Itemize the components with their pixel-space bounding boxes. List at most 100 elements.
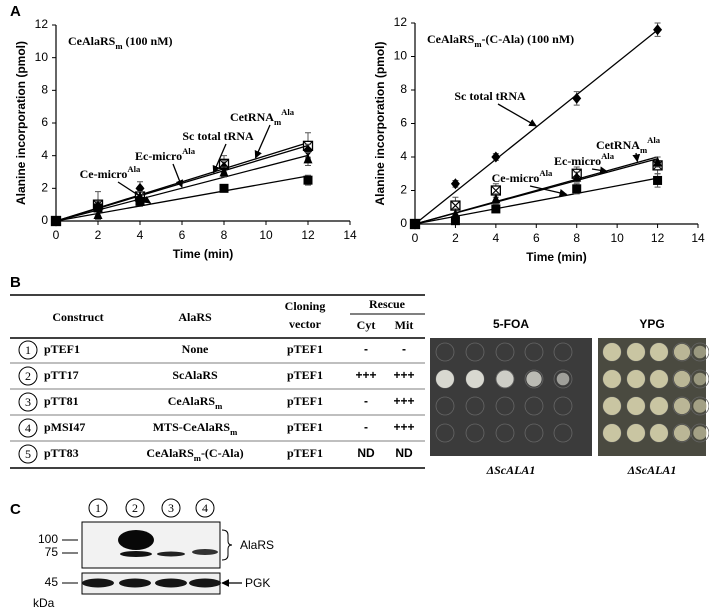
- size-marker: 45: [45, 575, 59, 589]
- series-label-part: Sc total tRNA: [182, 129, 254, 143]
- construct: pTEF1: [44, 342, 80, 356]
- colony-spot: [673, 370, 691, 388]
- label-arrow: [254, 124, 271, 159]
- row-number: 1: [25, 343, 31, 357]
- series-label: Ce-microAla: [80, 164, 141, 181]
- y-tick-label: 4: [41, 148, 48, 162]
- colony-spot: [603, 370, 621, 388]
- alars-part: -(C-Ala): [201, 446, 244, 460]
- colony-spot: [556, 372, 570, 386]
- y-tick-label: 0: [41, 213, 48, 227]
- label-arrow: [591, 166, 608, 175]
- marker: [410, 219, 420, 229]
- vector: pTEF1: [287, 368, 323, 382]
- plate-title: YPG: [639, 317, 664, 331]
- vector: pTEF1: [287, 446, 323, 460]
- row-number: 5: [25, 447, 31, 461]
- label-arrow: [172, 163, 184, 188]
- marker: [572, 184, 582, 194]
- y-tick-label: 6: [41, 115, 48, 129]
- row-number-circle: [18, 340, 38, 360]
- construct: pTT83: [44, 446, 79, 460]
- x-tick-label: 0: [53, 228, 60, 242]
- marker: [303, 153, 313, 164]
- spot-outline: [435, 396, 455, 416]
- spot-outline: [690, 342, 709, 362]
- series-label-part: m: [274, 117, 282, 127]
- colony-spot: [627, 370, 645, 388]
- y-tick-label: 0: [400, 216, 407, 230]
- x-tick-label: 14: [343, 228, 357, 242]
- series-label-part: Ec-micro: [135, 149, 182, 163]
- row-number-circle: [18, 366, 38, 386]
- y-tick-label: 10: [35, 50, 49, 64]
- colony-spot: [603, 424, 621, 442]
- series-label: Sc total tRNA: [454, 89, 526, 103]
- colony-spot: [693, 426, 707, 440]
- spot-outline: [553, 342, 573, 362]
- construct: pTT81: [44, 394, 79, 408]
- alars-part: CeAlaRS: [168, 394, 216, 408]
- y-tick-label: 2: [41, 181, 48, 195]
- alars: CeAlaRSm: [168, 394, 223, 411]
- series-label-part: Ala: [539, 168, 553, 178]
- marker: [135, 182, 145, 194]
- band: [189, 578, 221, 588]
- y-axis-label: Alanine incorporation (pmol): [373, 41, 387, 205]
- x-tick-label: 0: [412, 231, 419, 245]
- alars: MTS-CeAlaRSm: [153, 420, 238, 437]
- colony-spot: [436, 370, 454, 388]
- marker: [303, 145, 313, 157]
- lane-number: 2: [132, 501, 138, 515]
- x-tick-label: 6: [179, 228, 186, 242]
- chart-title: CeAlaRSm (100 nM): [68, 34, 173, 51]
- lane-circle: [125, 498, 145, 518]
- spot-outline: [435, 423, 455, 443]
- alars-part: ScAlaRS: [172, 368, 218, 382]
- colony-spot: [650, 343, 668, 361]
- rescue-mit: +++: [393, 394, 414, 408]
- series-label: Ec-microAla: [554, 151, 615, 168]
- series-label-part: Ala: [647, 135, 661, 145]
- alars-part: None: [182, 342, 209, 356]
- lane-circle: [195, 498, 215, 518]
- series-label-part: Ala: [601, 151, 615, 161]
- colony-spot: [673, 424, 691, 442]
- x-axis-label: Time (min): [526, 250, 586, 264]
- y-tick-label: 12: [394, 15, 408, 29]
- spot-outline: [690, 369, 709, 389]
- marker: [572, 171, 582, 182]
- spot-outline: [495, 423, 515, 443]
- marker: [653, 156, 663, 167]
- alars-part: m: [194, 453, 202, 463]
- x-axis-label: Time (min): [173, 247, 233, 261]
- table-header: vector: [289, 317, 322, 331]
- rescue-mit: +++: [393, 368, 414, 382]
- alars-part: MTS-CeAlaRS: [153, 420, 231, 434]
- alars: CeAlaRSm-(C-Ala): [146, 446, 243, 463]
- spot-outline: [524, 423, 544, 443]
- spot-outline: [465, 342, 485, 362]
- colony-spot: [673, 343, 691, 361]
- colony-spot: [673, 397, 691, 415]
- colony-spot: [650, 397, 668, 415]
- spot-outline: [690, 423, 709, 443]
- x-tick-label: 2: [452, 231, 459, 245]
- series-label-part: Ala: [182, 146, 196, 156]
- marker: [653, 175, 663, 185]
- plate-caption: ΔScALA1: [486, 463, 536, 477]
- marker: [491, 193, 501, 204]
- marker: [219, 166, 229, 177]
- marker: [653, 24, 663, 36]
- spot-outline: [690, 396, 709, 416]
- row-number-circle: [18, 418, 38, 438]
- alars-part: m: [230, 427, 238, 437]
- row-number-circle: [18, 444, 38, 464]
- chart-title-part: CeAlaRS: [427, 32, 475, 46]
- panel-label: A: [10, 3, 21, 20]
- rescue-cyt: -: [364, 342, 368, 356]
- spot-outline: [495, 396, 515, 416]
- spot-outline: [435, 342, 455, 362]
- y-tick-label: 6: [400, 116, 407, 130]
- series-label: CetRNAmAla: [230, 107, 295, 127]
